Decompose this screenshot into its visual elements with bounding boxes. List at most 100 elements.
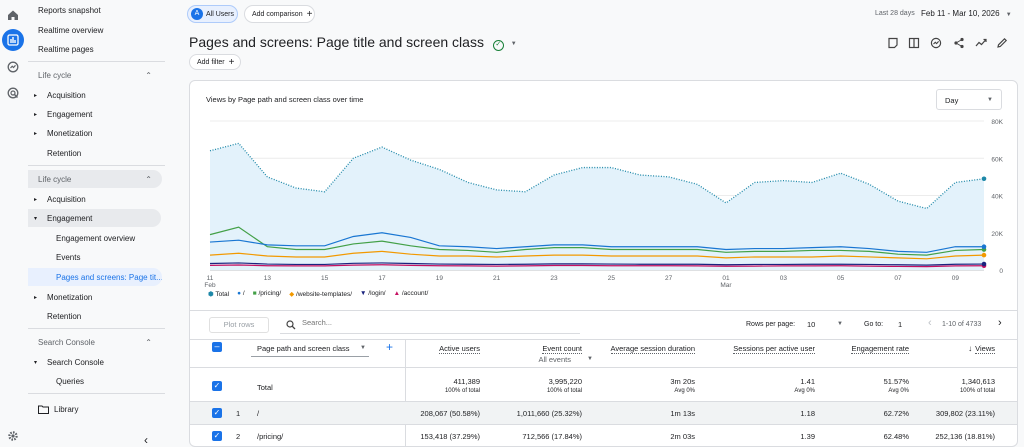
- date-range-picker[interactable]: Feb 11 - Mar 10, 2026 ▼: [921, 9, 1012, 18]
- add-filter-button[interactable]: Add filter +: [189, 54, 241, 70]
- previous-page-icon[interactable]: ‹: [928, 317, 932, 329]
- legend-item-templates[interactable]: ◆ /website-templates/: [289, 290, 352, 298]
- chevron-up-icon[interactable]: ⌃: [145, 337, 152, 347]
- report-navigation: Reports snapshot Realtime overview Realt…: [28, 0, 165, 447]
- section-label: Life cycle: [38, 70, 72, 80]
- cell-event-count: 712,566 (17.84%): [522, 432, 582, 441]
- reports-icon[interactable]: [2, 29, 24, 51]
- total-event-count: 3,995,220: [548, 377, 582, 386]
- nav-retention[interactable]: Retention: [47, 148, 82, 158]
- trend-icon[interactable]: [975, 36, 987, 48]
- divider: [28, 61, 165, 62]
- section-life-cycle-2[interactable]: Life cycle ⌃: [28, 170, 162, 188]
- share-icon[interactable]: [953, 36, 965, 49]
- nav-engagement[interactable]: ▸ Engagement: [28, 105, 162, 123]
- section-search-console[interactable]: Search Console ⌃: [28, 333, 162, 351]
- total-checkbox[interactable]: ✓: [212, 381, 222, 391]
- button-label: Add comparison: [252, 10, 303, 18]
- dropdown-arrow-icon[interactable]: ▼: [510, 41, 517, 47]
- select-all-checkbox[interactable]: –: [212, 342, 222, 352]
- plot-rows-button[interactable]: Plot rows: [209, 317, 269, 333]
- check-circle-icon[interactable]: ✓: [492, 40, 504, 51]
- explore-icon[interactable]: [4, 58, 22, 76]
- legend-item-total[interactable]: ⬢ Total: [208, 290, 229, 298]
- advertising-icon[interactable]: [4, 84, 22, 102]
- cell-active-users: 153,418 (37.29%): [420, 432, 480, 441]
- nav-retention-2[interactable]: Retention: [47, 311, 82, 321]
- nav-realtime-pages[interactable]: Realtime pages: [38, 44, 94, 54]
- search-box[interactable]: [280, 316, 580, 334]
- main-content: A All Users Add comparison + Last 28 day…: [165, 0, 1024, 447]
- comparison-chip-all-users[interactable]: A All Users: [187, 5, 238, 23]
- section-life-cycle[interactable]: Life cycle ⌃: [28, 66, 162, 84]
- col-active-users[interactable]: Active users: [439, 344, 480, 354]
- collapse-nav-icon[interactable]: ‹: [144, 433, 148, 447]
- y-tick-label: 80K: [991, 119, 1003, 126]
- col-event-count[interactable]: Event count: [542, 344, 582, 354]
- nav-engagement-2[interactable]: ▾ Engagement: [28, 209, 161, 227]
- nav-reports-snapshot[interactable]: Reports snapshot: [38, 5, 101, 15]
- nav-events[interactable]: Events: [56, 252, 81, 262]
- nav-acquisition-2[interactable]: ▸ Acquisition: [28, 190, 162, 208]
- event-filter-select[interactable]: All events: [538, 355, 571, 364]
- nav-search-console[interactable]: ▾ Search Console: [28, 353, 162, 371]
- next-page-icon[interactable]: ›: [998, 317, 1002, 329]
- series-line: [209, 250, 985, 260]
- nav-pages-and-screens[interactable]: Pages and screens: Page tit...: [28, 268, 162, 286]
- nav-label: Acquisition: [47, 90, 86, 100]
- chevron-up-icon[interactable]: ⌃: [145, 174, 152, 184]
- column-label: Active users: [439, 344, 480, 354]
- compare-icon[interactable]: [908, 36, 920, 49]
- x-tick-label: 19: [436, 275, 444, 282]
- chevron-up-icon[interactable]: ⌃: [145, 70, 152, 80]
- add-comparison-button[interactable]: Add comparison +: [244, 5, 315, 23]
- nav-monetization-2[interactable]: ▸ Monetization: [28, 288, 162, 306]
- col-avg-session-duration[interactable]: Average session duration: [610, 344, 695, 354]
- insights-icon[interactable]: [887, 36, 899, 49]
- row-checkbox[interactable]: ✓: [212, 408, 222, 418]
- legend-item-account[interactable]: ▲ /account/: [394, 290, 429, 298]
- row-page-path[interactable]: /: [257, 409, 260, 418]
- settings-icon[interactable]: [4, 427, 22, 445]
- nav-library[interactable]: Library: [28, 400, 162, 418]
- search-input[interactable]: [302, 318, 502, 327]
- nav-realtime-overview[interactable]: Realtime overview: [38, 25, 104, 35]
- dropdown-arrow-icon[interactable]: ▼: [587, 356, 593, 362]
- col-engagement-rate[interactable]: Engagement rate: [851, 344, 909, 354]
- granularity-select[interactable]: Day ▼: [936, 89, 1002, 110]
- nav-label: Monetization: [47, 128, 93, 138]
- go-to-input[interactable]: 1: [898, 320, 903, 329]
- total-engagement-pct: Avg 0%: [888, 388, 909, 394]
- col-sessions-per-user[interactable]: Sessions per active user: [733, 344, 815, 354]
- x-tick-label: 11: [207, 275, 214, 282]
- total-label: Total: [257, 383, 273, 392]
- legend-item-pricing[interactable]: ■ /pricing/: [253, 290, 282, 298]
- divider: [28, 393, 165, 394]
- add-dimension-icon[interactable]: +: [386, 340, 394, 354]
- divider: [405, 340, 406, 446]
- row-checkbox[interactable]: ✓: [212, 431, 222, 441]
- row-number: 1: [236, 409, 241, 418]
- chip-label: All Users: [206, 10, 235, 18]
- dimension-select[interactable]: Page path and screen class ▼: [251, 342, 369, 357]
- legend-marker-icon: ⬢: [208, 291, 214, 298]
- legend-item-login[interactable]: ▼ /login/: [360, 290, 386, 298]
- col-views[interactable]: ↓ Views: [968, 344, 995, 354]
- x-tick-label: 15: [321, 275, 329, 282]
- collapse-arrow-icon: ▾: [34, 359, 38, 366]
- nav-monetization[interactable]: ▸ Monetization: [28, 124, 162, 142]
- rows-per-page-select[interactable]: 10 ▼: [807, 320, 843, 329]
- x-tick-label: 03: [780, 275, 788, 282]
- legend-item-home[interactable]: ● /: [237, 290, 245, 298]
- report-card: Views by Page path and screen class over…: [189, 80, 1018, 447]
- cell-views: 252,136 (18.81%): [935, 432, 995, 441]
- edit-pencil-icon[interactable]: [996, 36, 1008, 48]
- nav-acquisition[interactable]: ▸ Acquisition: [28, 86, 162, 104]
- nav-engagement-overview[interactable]: Engagement overview: [56, 233, 136, 243]
- select-value: Day: [945, 96, 959, 105]
- dropdown-arrow-icon: ▼: [987, 97, 993, 103]
- explore-icon[interactable]: [930, 36, 942, 49]
- row-page-path[interactable]: /pricing/: [257, 432, 284, 441]
- nav-queries[interactable]: Queries: [56, 376, 85, 386]
- home-icon[interactable]: [4, 6, 22, 24]
